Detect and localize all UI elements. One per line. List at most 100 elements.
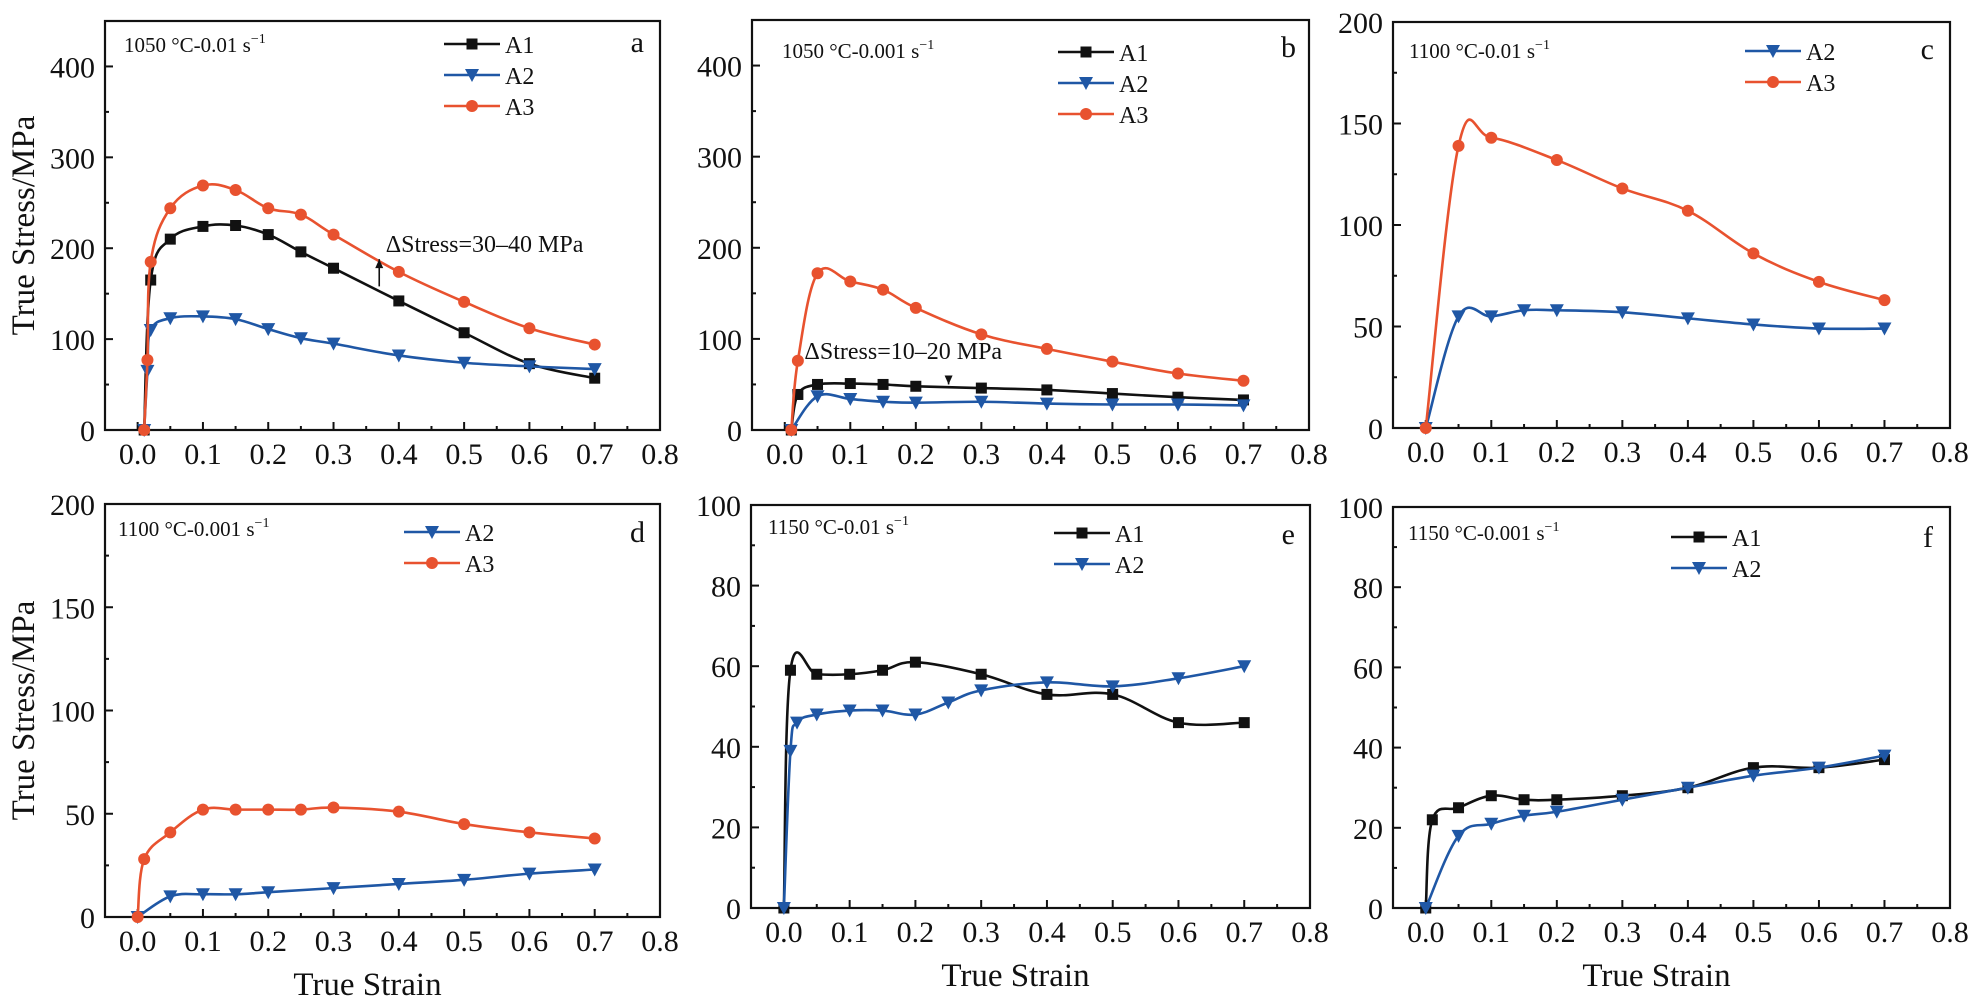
annotation: ΔStress=10–20 MPa bbox=[804, 339, 1002, 385]
panel-letter: c bbox=[1921, 33, 1934, 66]
marker-a3 bbox=[1878, 294, 1891, 307]
marker-a3 bbox=[392, 265, 405, 278]
panel-c: 0.0 0.1 0.2 0.3 0.4 0.5 0.6 0.7 0.8 0 50 100 150 200 1… bbox=[1338, 7, 1969, 469]
marker-a1 bbox=[877, 664, 889, 676]
marker-a1 bbox=[811, 668, 823, 680]
marker-a3 bbox=[262, 803, 275, 816]
marker-a2 bbox=[457, 873, 472, 887]
marker-a2 bbox=[195, 310, 210, 324]
legend-marker bbox=[1076, 527, 1088, 539]
line-a2 bbox=[1424, 754, 1885, 909]
y-tick-label: 100 bbox=[1338, 210, 1383, 243]
legend-label: A1 bbox=[1115, 522, 1144, 548]
condition-superscript: −1 bbox=[255, 516, 270, 531]
condition-superscript: −1 bbox=[894, 514, 909, 529]
panel-f: 0.0 0.1 0.2 0.3 0.4 0.5 0.6 0.7 0.8 0 20 40 60 80 100 T… bbox=[1338, 492, 1969, 994]
x-tick-label: 0.6 bbox=[1159, 438, 1197, 471]
series-a2 bbox=[130, 863, 602, 924]
legend-item: A2 bbox=[1058, 72, 1148, 98]
marker-a1 bbox=[1426, 814, 1438, 826]
marker-a3 bbox=[1616, 182, 1629, 195]
marker-a2 bbox=[783, 744, 798, 758]
line-a1 bbox=[1424, 758, 1885, 909]
panel-e: 0.0 0.1 0.2 0.3 0.4 0.5 0.6 0.7 0.8 0 20 40 60 80 100 T… bbox=[696, 490, 1329, 994]
marker-a3 bbox=[523, 322, 536, 335]
marker-a1 bbox=[164, 233, 176, 245]
y-tick-label: 0 bbox=[80, 902, 95, 935]
marker-a3 bbox=[975, 328, 988, 341]
marker-a3 bbox=[141, 354, 154, 367]
line-a3 bbox=[142, 182, 596, 431]
line-a2 bbox=[790, 392, 1244, 431]
marker-a1 bbox=[975, 382, 987, 394]
marker-a2 bbox=[1877, 749, 1892, 763]
marker-a3 bbox=[1106, 355, 1119, 368]
panel-a: 0.0 0.1 0.2 0.3 0.4 0.5 0.6 0.7 0.8 0 100 200 300 400… bbox=[6, 19, 679, 471]
y-tick-label: 20 bbox=[711, 812, 741, 845]
x-tick-label: 0.4 bbox=[1028, 438, 1066, 471]
plot-frame bbox=[1391, 20, 1952, 430]
y-tick-label: 0 bbox=[80, 415, 95, 448]
marker-a2 bbox=[457, 356, 472, 370]
x-tick-label: 0.2 bbox=[249, 438, 287, 471]
series-a3 bbox=[785, 266, 1250, 436]
marker-a2 bbox=[1615, 306, 1630, 320]
condition-superscript: −1 bbox=[1535, 38, 1550, 53]
legend-marker bbox=[1080, 46, 1092, 58]
marker-a2 bbox=[776, 902, 791, 915]
line-a2 bbox=[782, 664, 1245, 909]
y-tick-label: 300 bbox=[50, 142, 95, 175]
marker-a1 bbox=[844, 378, 856, 390]
y-tick-label: 200 bbox=[50, 489, 95, 522]
marker-a3 bbox=[164, 826, 177, 839]
y-tick-label: 50 bbox=[65, 799, 95, 832]
marker-a2 bbox=[587, 363, 602, 377]
y-tick-label: 200 bbox=[697, 233, 742, 266]
x-tick-label: 0.7 bbox=[1866, 916, 1904, 949]
x-tick-label: 0.5 bbox=[445, 438, 483, 471]
legend-label: A2 bbox=[465, 521, 494, 547]
x-tick-label: 0.6 bbox=[511, 438, 549, 471]
series-a2 bbox=[1418, 304, 1892, 435]
y-tick-label: 80 bbox=[711, 571, 741, 604]
line-a2 bbox=[1424, 306, 1885, 429]
marker-a3 bbox=[164, 202, 177, 215]
x-tick-label: 0.0 bbox=[1407, 916, 1445, 949]
x-tick-label: 0.6 bbox=[511, 925, 549, 958]
marker-a2 bbox=[1549, 805, 1564, 819]
marker-a2 bbox=[908, 396, 923, 410]
marker-a2 bbox=[941, 696, 956, 710]
marker-a2 bbox=[228, 888, 243, 902]
x-tick-label: 0.7 bbox=[576, 438, 614, 471]
legend-item: A2 bbox=[444, 64, 534, 90]
marker-a2 bbox=[1811, 761, 1826, 775]
x-tick-label: 0.5 bbox=[445, 925, 483, 958]
legend-item: A3 bbox=[1745, 71, 1835, 97]
y-tick-label: 100 bbox=[50, 324, 95, 357]
legend-label: A2 bbox=[1119, 72, 1148, 98]
legend-item: A2 bbox=[1671, 557, 1761, 583]
marker-a1 bbox=[910, 380, 922, 392]
marker-a3 bbox=[877, 283, 890, 296]
marker-a2 bbox=[587, 863, 602, 877]
marker-a1 bbox=[458, 327, 470, 339]
marker-a3 bbox=[1812, 275, 1825, 288]
marker-a3 bbox=[294, 803, 307, 816]
legend-label: A3 bbox=[465, 552, 494, 578]
marker-a1 bbox=[1107, 688, 1119, 700]
y-tick-label: 200 bbox=[1338, 7, 1383, 40]
legend-item: A1 bbox=[1058, 41, 1148, 67]
marker-a2 bbox=[974, 684, 989, 698]
y-tick-label: 300 bbox=[697, 142, 742, 175]
x-tick-label: 0.7 bbox=[1866, 436, 1904, 469]
y-tick-label: 0 bbox=[1368, 893, 1383, 926]
marker-a2 bbox=[1484, 817, 1499, 831]
x-axis-title: True Strain bbox=[1582, 958, 1730, 994]
marker-a2 bbox=[522, 867, 537, 881]
panel-letter: b bbox=[1281, 31, 1296, 64]
y-tick-label: 100 bbox=[696, 490, 741, 523]
marker-a1 bbox=[197, 220, 209, 232]
x-tick-label: 0.7 bbox=[576, 925, 614, 958]
marker-a1 bbox=[1041, 688, 1053, 700]
marker-a3 bbox=[1747, 247, 1760, 260]
